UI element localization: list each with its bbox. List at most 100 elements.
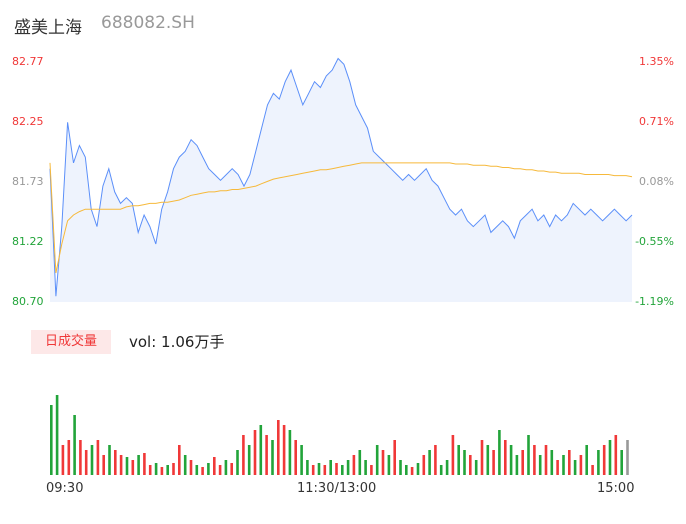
volume-bar — [277, 420, 280, 475]
volume-bar — [329, 460, 332, 475]
volume-bar — [626, 440, 629, 475]
volume-bar — [602, 445, 606, 475]
volume-bar — [597, 450, 600, 475]
y-tick-right-3: -0.55% — [635, 235, 674, 248]
volume-bar — [591, 465, 594, 475]
volume-bar — [620, 450, 623, 475]
volume-bar — [341, 465, 344, 475]
volume-bar — [102, 455, 105, 475]
volume-bar — [410, 467, 414, 475]
volume-bar — [166, 465, 169, 475]
volume-bar — [439, 465, 443, 475]
volume-bar — [544, 445, 548, 475]
volume-bar — [509, 445, 513, 475]
volume-bar — [119, 455, 123, 475]
volume-bar — [294, 440, 297, 475]
volume-bar — [445, 460, 449, 475]
volume-bar — [137, 455, 140, 475]
volume-bar — [550, 450, 554, 475]
volume-bar — [469, 455, 472, 475]
volume-bar — [434, 445, 437, 475]
volume-bar — [306, 460, 309, 475]
volume-tab[interactable]: 日成交量 — [31, 330, 111, 354]
volume-bar — [346, 460, 350, 475]
x-tick-close: 15:00 — [597, 481, 635, 496]
volume-bar — [533, 445, 536, 475]
volume-bar — [50, 405, 53, 475]
volume-bar — [515, 455, 519, 475]
volume-bar — [498, 430, 501, 475]
volume-bar — [90, 445, 94, 475]
volume-bar — [183, 455, 187, 475]
volume-bar — [323, 465, 327, 475]
y-tick-left-2: 81.73 — [12, 175, 44, 188]
price-area — [50, 58, 632, 302]
volume-bar — [218, 465, 222, 475]
volume-bar — [207, 463, 210, 475]
volume-bar — [585, 445, 588, 475]
volume-bar — [79, 440, 82, 475]
y-tick-right-2: 0.08% — [639, 175, 674, 188]
volume-bar — [399, 460, 402, 475]
volume-bar — [573, 460, 577, 475]
volume-bar — [265, 435, 268, 475]
volume-bar — [608, 440, 612, 475]
average-price-line — [49, 162, 633, 274]
volume-bar — [579, 455, 583, 475]
volume-bar — [562, 455, 565, 475]
y-tick-left-4: 80.70 — [12, 295, 44, 308]
stock-name: 盛美上海 — [14, 18, 82, 38]
volume-bar — [201, 467, 204, 475]
volume-bar — [457, 445, 460, 475]
volume-bar — [224, 460, 228, 475]
volume-bar — [317, 463, 321, 475]
volume-bar — [370, 465, 373, 475]
volume-bar — [282, 425, 286, 475]
volume-bar — [172, 463, 175, 475]
volume-bar — [125, 457, 129, 475]
stock-code: 688082.SH — [101, 13, 195, 33]
volume-bar — [189, 460, 193, 475]
volume-bar — [364, 460, 367, 475]
volume-bar — [527, 435, 530, 475]
volume-bars — [50, 395, 629, 475]
volume-bar — [387, 455, 391, 475]
y-tick-right-4: -1.19% — [635, 295, 674, 308]
volume-bar — [352, 455, 356, 475]
volume-bar — [556, 460, 559, 475]
volume-bar — [568, 450, 571, 475]
volume-bar — [405, 465, 408, 475]
y-tick-left-3: 81.22 — [12, 235, 44, 248]
volume-bar — [504, 440, 507, 475]
volume-readout: vol: 1.06万手 — [129, 333, 225, 351]
volume-bar — [300, 445, 303, 475]
x-tick-midday: 11:30/13:00 — [297, 481, 377, 496]
volume-bar — [114, 450, 117, 475]
y-tick-right-0: 1.35% — [639, 55, 674, 68]
volume-bar — [178, 445, 181, 475]
volume-bar — [259, 425, 263, 475]
volume-bar — [393, 440, 396, 475]
volume-bar — [253, 430, 257, 475]
volume-bar — [474, 460, 478, 475]
volume-bar — [451, 435, 455, 475]
volume-bar — [96, 440, 100, 475]
volume-bar — [416, 463, 420, 475]
volume-bar — [335, 463, 338, 475]
volume-bar — [154, 463, 158, 475]
volume-bar — [108, 445, 111, 475]
volume-bar — [358, 450, 362, 475]
volume-bar — [311, 465, 315, 475]
volume-bar — [428, 450, 431, 475]
volume-bar — [538, 455, 542, 475]
volume-bar — [381, 450, 385, 475]
volume-bar — [236, 450, 239, 475]
volume-bar — [61, 445, 65, 475]
volume-bar — [213, 457, 216, 475]
volume-bar — [480, 440, 484, 475]
y-tick-right-1: 0.71% — [639, 115, 674, 128]
volume-bar — [84, 450, 88, 475]
volume-bar — [614, 435, 618, 475]
volume-bar — [422, 455, 426, 475]
